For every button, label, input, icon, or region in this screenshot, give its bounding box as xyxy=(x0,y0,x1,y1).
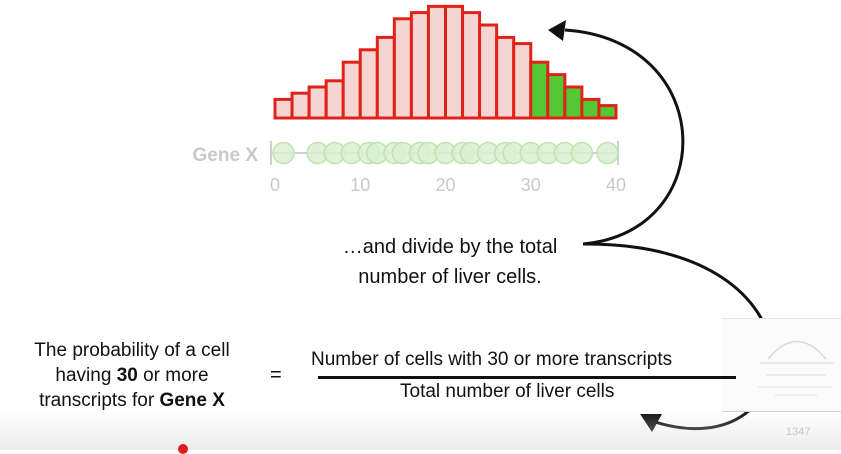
gene-x-points xyxy=(272,141,619,165)
fraction-bar xyxy=(318,376,736,379)
probability-line-2-end: or more xyxy=(137,365,209,386)
tick-label: 30 xyxy=(521,175,541,195)
histogram-bar xyxy=(512,42,533,120)
histogram-bar xyxy=(409,11,430,120)
tick-label: 40 xyxy=(606,175,626,195)
probability-line-3-start: transcripts for xyxy=(39,390,160,411)
histogram-bar xyxy=(341,60,362,120)
histogram-bar xyxy=(461,11,482,120)
arrow-to-histogram xyxy=(564,28,685,246)
histogram-bar xyxy=(426,4,448,120)
tick-label: 10 xyxy=(350,175,370,195)
histogram-bar xyxy=(290,91,311,120)
probability-threshold: 30 xyxy=(116,365,138,386)
probability-gene-name: Gene X xyxy=(159,390,225,411)
thumbnail-graphic xyxy=(758,340,834,396)
data-point xyxy=(596,141,619,165)
data-point xyxy=(272,141,295,165)
caption-text: …and divide by the total number of liver… xyxy=(300,232,600,292)
histogram-bar xyxy=(580,97,601,120)
histogram-bar xyxy=(597,104,618,120)
slide-thumbnail xyxy=(722,318,841,412)
equals-sign: = xyxy=(270,364,282,386)
histogram-bar xyxy=(546,73,567,120)
slide-number: 1347 xyxy=(786,426,811,438)
histogram-bar xyxy=(392,17,413,120)
probability-line-2-start: having xyxy=(55,365,117,386)
arrow-head-top xyxy=(548,20,566,41)
fraction-numerator: Number of cells with 30 or more transcri… xyxy=(311,349,673,370)
tick-label: 20 xyxy=(435,175,455,195)
histogram-bar xyxy=(324,79,345,120)
probability-line-3: transcripts for Gene X xyxy=(6,388,258,413)
caption-line-1: …and divide by the total xyxy=(342,236,558,258)
histogram-bars xyxy=(273,4,618,120)
axis-label-gene-x: Gene X xyxy=(193,145,259,166)
histogram-bar xyxy=(375,35,396,120)
progress-marker-dot[interactable] xyxy=(178,444,188,454)
histogram-bar xyxy=(563,85,584,120)
axis-tick-labels: 0 10 20 30 40 xyxy=(270,175,626,195)
probability-line-1: The probability of a cell xyxy=(34,340,230,361)
bottom-shadow xyxy=(0,410,841,450)
fraction-denominator: Total number of liver cells xyxy=(400,381,615,402)
histogram-bar xyxy=(273,97,294,120)
data-point xyxy=(570,141,594,165)
histogram-bar xyxy=(529,60,550,120)
tick-label: 0 xyxy=(270,175,280,195)
histogram-bar xyxy=(358,48,379,120)
histogram-bar xyxy=(307,85,328,120)
histogram-bar xyxy=(444,4,465,120)
histogram-bar xyxy=(495,35,516,120)
probability-label: The probability of a cell having 30 or m… xyxy=(6,338,258,413)
caption-line-2: number of liver cells. xyxy=(358,266,542,288)
histogram-bar xyxy=(478,23,499,120)
probability-line-2: having 30 or more xyxy=(6,363,258,388)
